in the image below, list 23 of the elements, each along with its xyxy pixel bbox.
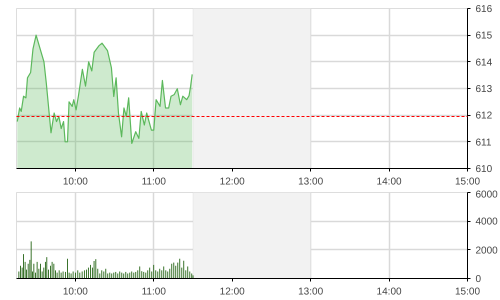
x-tick-label: 13:00 [298,286,324,298]
y-tick-label: 4000 [476,216,498,228]
x-tick-label: 14:00 [376,176,402,188]
x-tick-label: 15:00 [454,176,480,188]
x-tick-label: 12:00 [220,176,246,188]
y-tick-label: 611 [476,137,492,148]
y-tick-label: 610 [476,164,493,175]
x-tick-label: 10:00 [62,176,88,188]
y-tick-label: 616 [476,4,493,15]
x-tick-label: 11:00 [142,176,166,188]
y-tick-label: 0 [476,274,482,285]
x-tick-label: 12:00 [220,286,246,298]
y-tick-label: 615 [476,30,493,42]
x-tick-label: 13:00 [298,176,324,188]
x-tick-label: 15:00 [454,286,480,298]
y-tick-label: 6000 [476,190,498,200]
x-tick-label: 10:00 [62,286,88,298]
y-tick-label: 613 [476,84,493,95]
x-tick-label: 14:00 [376,286,402,298]
y-tick-label: 614 [476,57,493,68]
y-tick-label: 612 [476,110,493,122]
y-tick-label: 2000 [476,245,498,256]
x-tick-label: 11:00 [142,286,166,298]
